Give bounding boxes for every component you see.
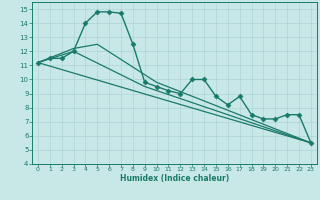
X-axis label: Humidex (Indice chaleur): Humidex (Indice chaleur)	[120, 174, 229, 183]
